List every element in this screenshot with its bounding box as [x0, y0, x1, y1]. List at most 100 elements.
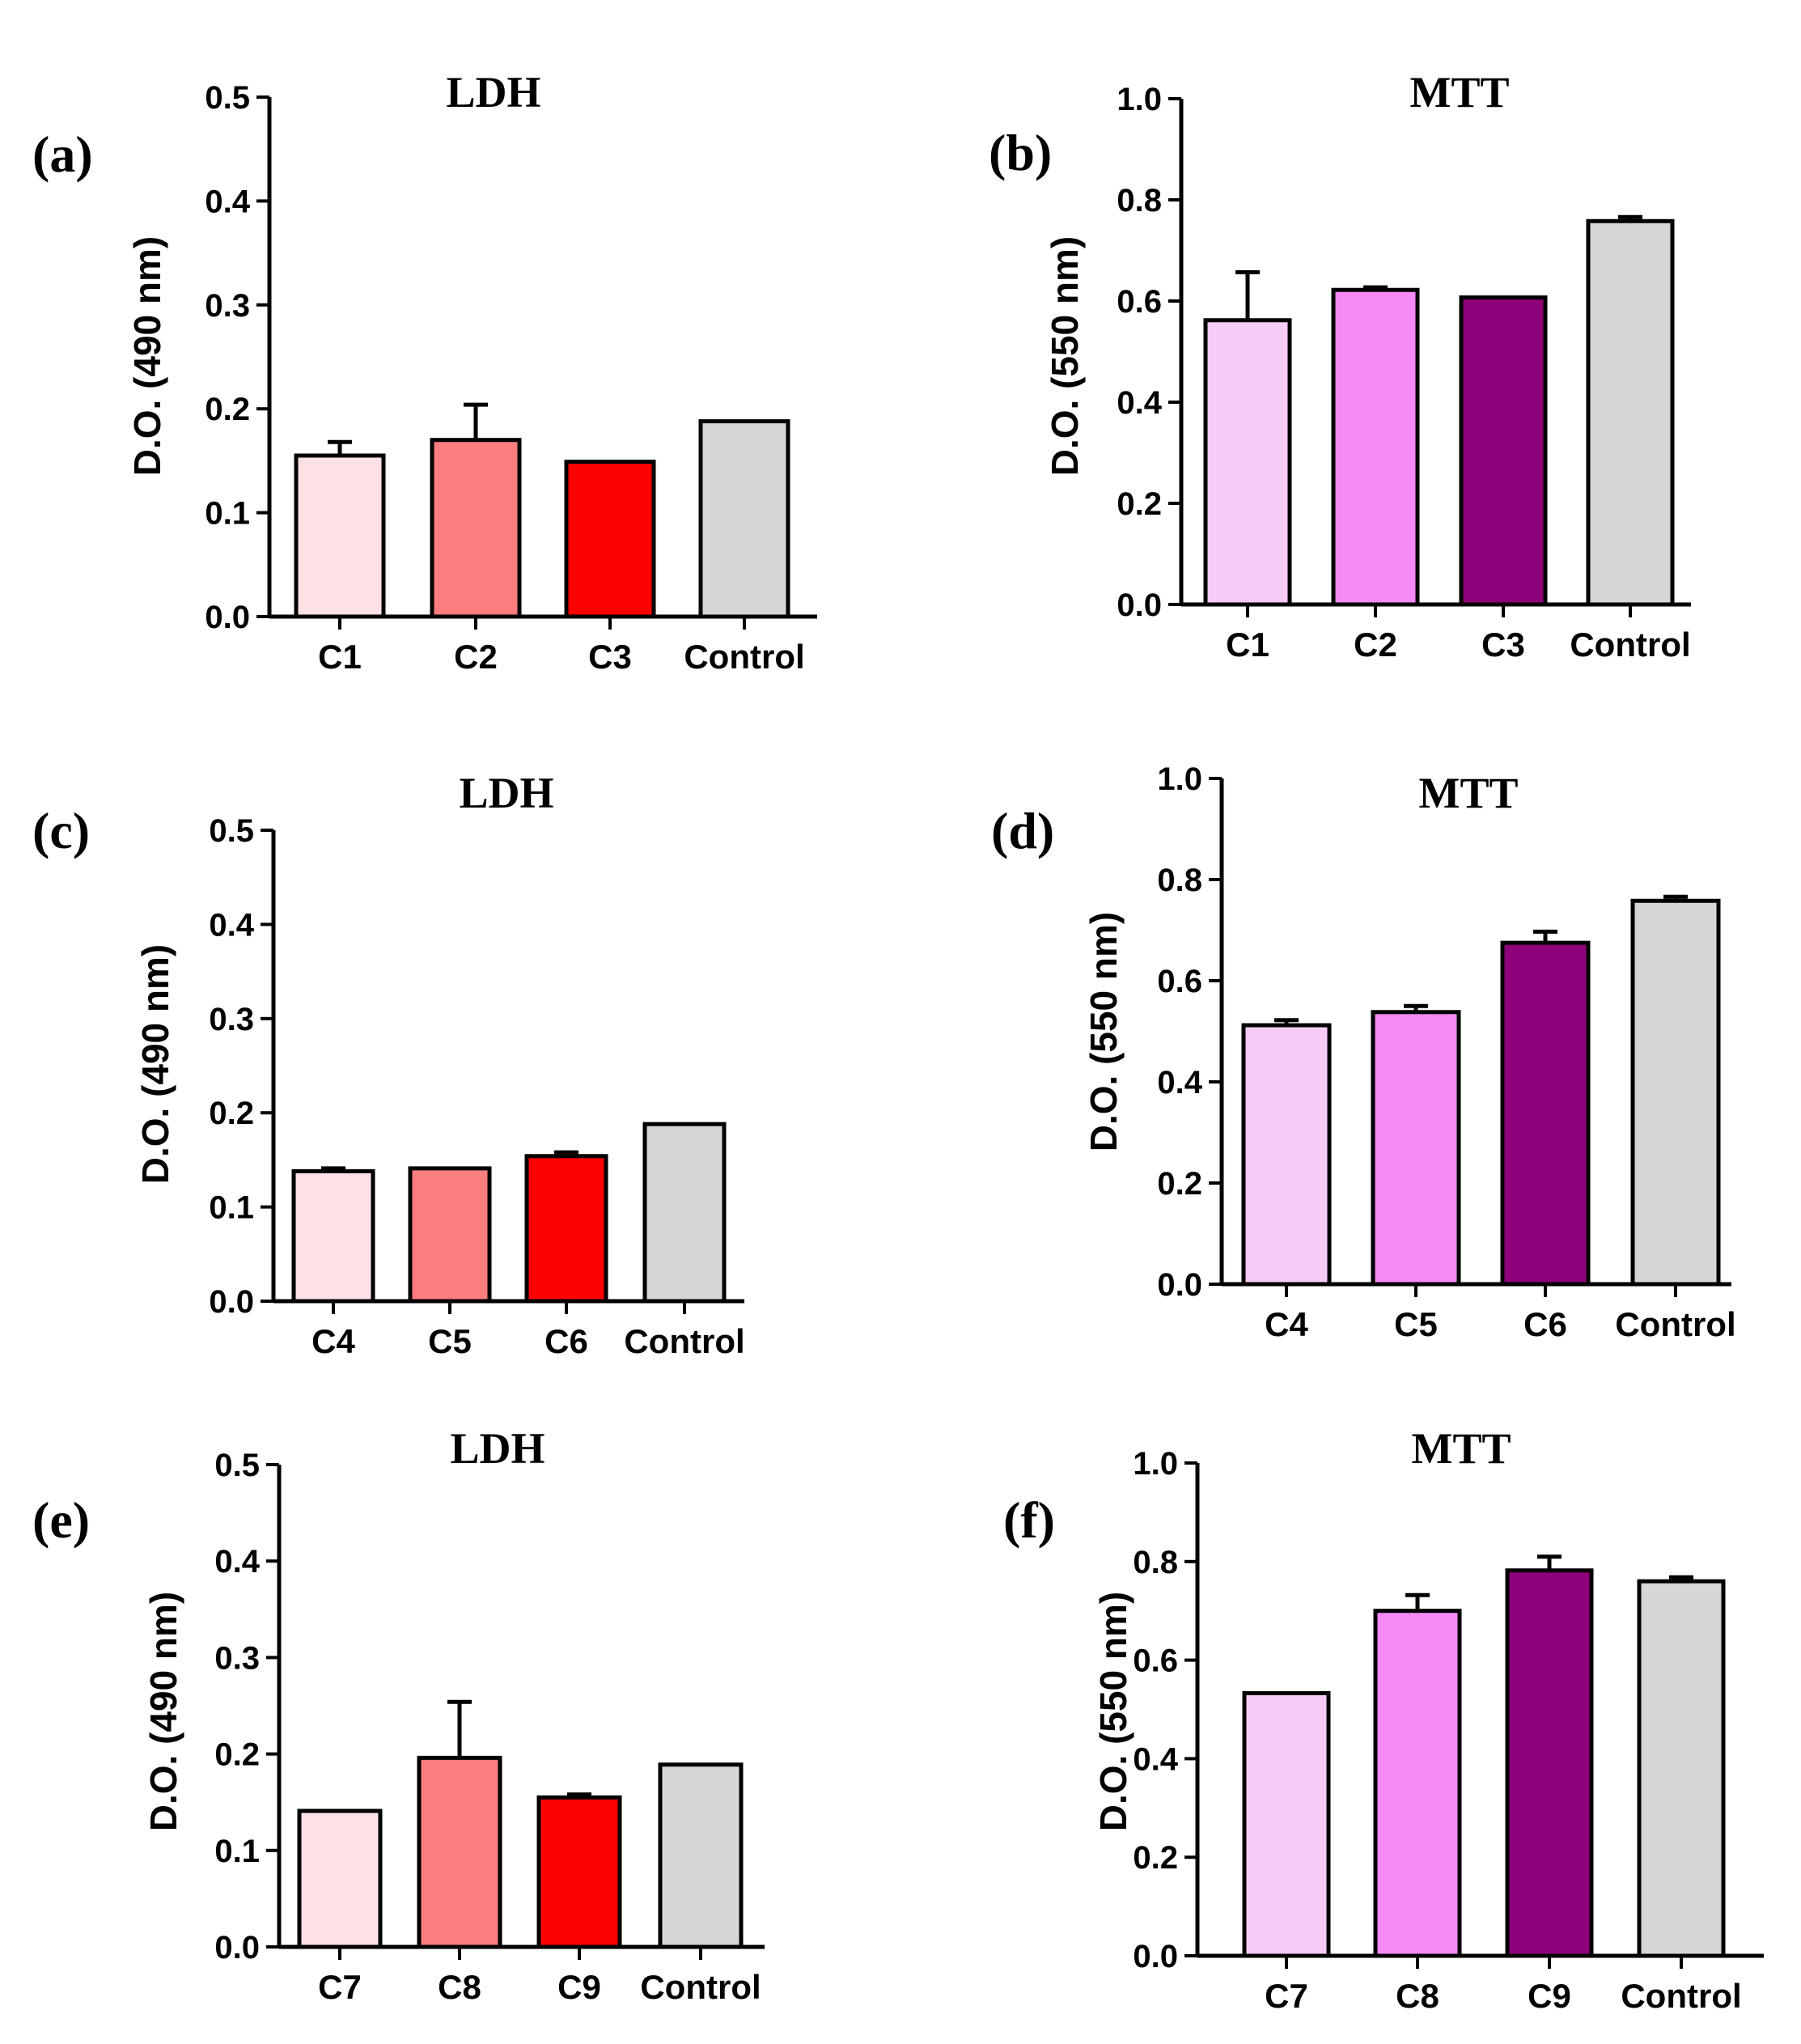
- bar: [524, 1154, 608, 1304]
- y-axis-title: D.O. (490 nm): [142, 1592, 184, 1832]
- bar: [1373, 1609, 1462, 1958]
- x-tick-label: Control: [1621, 1977, 1741, 2015]
- bar: [1371, 1010, 1461, 1287]
- y-tick-label: 0.0: [209, 1284, 254, 1320]
- y-tick-label: 0.0: [1133, 1939, 1178, 1974]
- chart-title: MTT: [1409, 68, 1509, 117]
- chart-title: LDH: [459, 769, 553, 817]
- bar: [291, 1168, 375, 1304]
- x-tick-label: C2: [1354, 625, 1397, 664]
- bar: [408, 1166, 492, 1304]
- x-tick-label: Control: [684, 638, 804, 676]
- y-tick-label: 0.1: [214, 1834, 260, 1869]
- bar: [297, 1809, 383, 1949]
- y-axis-title: D.O. (550 nm): [1083, 912, 1125, 1152]
- y-axis-title: D.O. (490 nm): [126, 236, 168, 477]
- y-tick-label: 0.4: [209, 907, 254, 943]
- y-tick-label: 0.0: [1117, 587, 1162, 623]
- y-tick-label: 0.2: [1157, 1166, 1202, 1202]
- x-tick-label: C6: [545, 1322, 588, 1360]
- x-tick-label: C4: [1265, 1305, 1308, 1343]
- bar: [1203, 318, 1292, 607]
- bar: [1586, 218, 1675, 607]
- y-tick-label: 0.6: [1157, 964, 1202, 999]
- bar: [564, 460, 656, 619]
- y-tick-label: 0.3: [205, 288, 250, 324]
- y-axis-title: D.O. (550 nm): [1044, 236, 1086, 477]
- chart-panel-2: (b) MTT D.O. (550 nm) 0.0 0.2 0.4 0.6 0.8 1.0 C1 C…: [989, 68, 1691, 664]
- y-tick-label: 0.1: [209, 1190, 254, 1226]
- x-tick-label: Control: [640, 1968, 761, 2006]
- x-tick-label: C7: [1265, 1977, 1308, 2015]
- panel-label: (a): [32, 125, 93, 183]
- y-tick-label: 0.2: [209, 1096, 254, 1131]
- x-tick-label: C3: [588, 638, 632, 676]
- y-tick-label: 1.0: [1117, 82, 1162, 117]
- x-tick-label: C1: [318, 638, 362, 676]
- chart-title: MTT: [1411, 1424, 1511, 1473]
- y-tick-label: 0.8: [1117, 183, 1162, 218]
- bar: [1505, 1568, 1594, 1958]
- bar: [1459, 295, 1548, 607]
- y-tick-label: 0.6: [1117, 284, 1162, 320]
- bar: [1241, 1023, 1332, 1287]
- x-tick-label: C4: [311, 1322, 355, 1360]
- bar: [417, 1755, 502, 1949]
- x-tick-label: C3: [1481, 625, 1525, 664]
- y-tick-label: 0.0: [214, 1930, 260, 1966]
- x-tick-label: C9: [557, 1968, 601, 2006]
- bar: [698, 419, 790, 619]
- x-tick-label: C9: [1528, 1977, 1571, 2015]
- x-tick-label: C1: [1226, 625, 1269, 664]
- panel-label: (b): [989, 124, 1052, 181]
- chart-panel-3: (c) LDH D.O. (490 nm) 0.0 0.1 0.2 0.3 0.4 0.5 C4 C…: [32, 769, 745, 1360]
- chart-panel-5: (e) LDH D.O. (490 nm) 0.0 0.1 0.2 0.3 0.4 0.5 C7 C…: [32, 1424, 765, 2006]
- panel-label: (e): [32, 1491, 90, 1549]
- y-tick-label: 0.2: [1133, 1840, 1178, 1876]
- x-tick-label: C8: [438, 1968, 481, 2006]
- bar: [658, 1762, 744, 1949]
- x-tick-label: C2: [454, 638, 498, 676]
- y-tick-label: 0.1: [205, 496, 250, 532]
- y-axis-title: D.O. (490 nm): [134, 944, 176, 1185]
- bar: [1630, 898, 1721, 1287]
- x-tick-label: Control: [1570, 625, 1690, 664]
- y-axis-title: D.O. (550 nm): [1092, 1592, 1134, 1832]
- y-tick-label: 0.4: [1157, 1065, 1202, 1100]
- bar: [1242, 1690, 1331, 1958]
- panel-label: (d): [991, 802, 1054, 859]
- y-tick-label: 0.2: [1117, 486, 1162, 522]
- bar: [294, 453, 386, 619]
- y-tick-label: 0.4: [1133, 1741, 1178, 1777]
- y-tick-label: 0.0: [205, 600, 250, 635]
- bar: [430, 438, 522, 619]
- y-tick-label: 0.3: [214, 1640, 260, 1676]
- x-tick-label: C5: [428, 1322, 472, 1360]
- x-tick-label: C5: [1394, 1305, 1438, 1343]
- y-tick-label: 0.3: [209, 1002, 254, 1037]
- chart-panel-4: (d) MTT D.O. (550 nm) 0.0 0.2 0.4 0.6 0.8 1.0 C4 C…: [991, 761, 1736, 1343]
- chart-title: LDH: [446, 68, 540, 117]
- y-tick-label: 0.6: [1133, 1643, 1178, 1679]
- x-tick-label: C8: [1396, 1977, 1439, 2015]
- y-tick-label: 0.5: [214, 1448, 260, 1483]
- y-tick-label: 0.2: [214, 1737, 260, 1773]
- panel-label: (f): [1003, 1491, 1055, 1549]
- y-tick-label: 0.4: [214, 1544, 260, 1580]
- x-tick-label: C7: [318, 1968, 362, 2006]
- bar: [1500, 940, 1591, 1287]
- y-tick-label: 0.8: [1157, 863, 1202, 898]
- y-tick-label: 0.0: [1157, 1267, 1202, 1303]
- x-tick-label: Control: [1615, 1305, 1735, 1343]
- y-tick-label: 1.0: [1133, 1446, 1178, 1482]
- panel-label: (c): [32, 802, 90, 859]
- bar: [642, 1122, 727, 1304]
- y-tick-label: 0.4: [1117, 385, 1162, 421]
- x-tick-label: Control: [624, 1322, 744, 1360]
- chart-title: MTT: [1418, 769, 1518, 817]
- y-tick-label: 0.8: [1133, 1545, 1178, 1580]
- bar: [1331, 287, 1420, 607]
- chart-panel-6: (f) MTT D.O. (550 nm) 0.0 0.2 0.4 0.6 0.8 1.0 C7 C…: [1003, 1424, 1764, 2015]
- y-tick-label: 1.0: [1157, 761, 1202, 797]
